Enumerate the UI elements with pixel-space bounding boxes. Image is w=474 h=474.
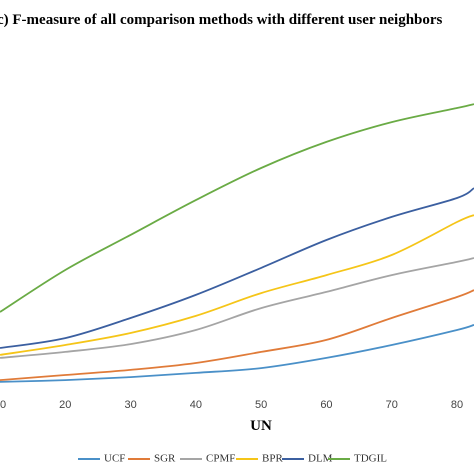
- legend-label: BPR: [262, 453, 283, 465]
- series-line: [0, 257, 474, 359]
- series-line: [0, 324, 474, 383]
- x-tick-label: 70: [386, 399, 398, 411]
- x-axis-label: UN: [250, 418, 272, 434]
- x-tick-label: 50: [255, 399, 267, 411]
- series-line: [0, 214, 474, 356]
- series-line: [0, 289, 474, 381]
- x-tick-label: 40: [190, 399, 202, 411]
- chart-title: (c) F-measure of all comparison methods …: [0, 12, 443, 28]
- legend-label: TDGIL: [354, 453, 387, 465]
- x-tick-label: 10: [0, 399, 6, 411]
- x-tick-label: 60: [320, 399, 332, 411]
- x-tick-label: 80: [451, 399, 463, 411]
- x-tick-label: 30: [124, 399, 136, 411]
- series-line: [0, 103, 474, 313]
- series-line: [0, 187, 474, 349]
- legend-label: SGR: [154, 453, 176, 465]
- legend-label: CPMF: [206, 453, 235, 465]
- x-tick-label: 20: [59, 399, 71, 411]
- legend-label: DLM: [308, 453, 333, 465]
- legend-label: UCF: [104, 453, 125, 465]
